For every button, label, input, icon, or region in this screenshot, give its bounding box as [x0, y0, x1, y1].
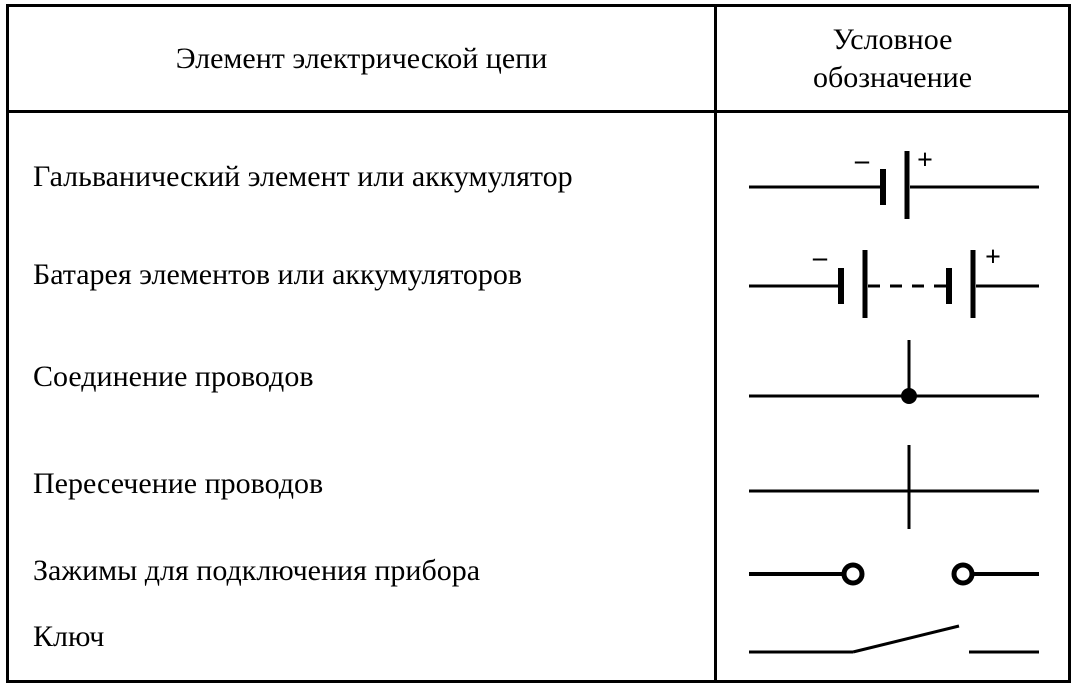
symbol-cell: –+	[733, 139, 1053, 219]
symbol-crossing	[733, 439, 1053, 529]
svg-text:+: +	[917, 145, 933, 176]
symbol-row: –+	[727, 231, 1058, 323]
label-row: Батарея элементов или аккумуляторов	[33, 229, 694, 321]
header-symbol: Условное обозначение	[716, 6, 1070, 112]
labels-cell: Гальванический элемент или аккумуляторБа…	[8, 112, 716, 682]
symbol-junction-dot	[733, 334, 1053, 424]
symbol-row	[727, 608, 1058, 666]
svg-text:–: –	[854, 145, 870, 176]
symbol-row	[727, 540, 1058, 602]
label-row: Соединение проводов	[33, 327, 694, 427]
header-col1-text: Элемент электрической цепи	[176, 42, 548, 75]
header-element: Элемент электрической цепи	[8, 6, 716, 112]
header-col2-line2: обозначение	[813, 61, 972, 94]
symbol-row	[727, 329, 1058, 429]
svg-text:+: +	[985, 242, 1001, 273]
labels-container: Гальванический элемент или аккумуляторБа…	[9, 113, 714, 680]
circuit-symbols-table: Элемент электрической цепи Условное обоз…	[6, 4, 1071, 683]
symbols-container: –+–+	[717, 113, 1068, 680]
symbol-switch	[733, 612, 1053, 662]
svg-text:–: –	[812, 242, 828, 273]
label-row: Гальванический элемент или аккумулятор	[33, 131, 694, 223]
table-header-row: Элемент электрической цепи Условное обоз…	[8, 6, 1070, 112]
label-row: Пересечение проводов	[33, 434, 694, 534]
label-row: Ключ	[33, 608, 694, 666]
symbol-row: –+	[727, 133, 1058, 225]
table-body-row: Гальванический элемент или аккумуляторБа…	[8, 112, 1070, 682]
symbol-row	[727, 434, 1058, 534]
symbol-battery: –+	[733, 236, 1053, 318]
symbol-terminals	[733, 546, 1053, 596]
page: Элемент электрической цепи Условное обоз…	[0, 0, 1074, 684]
symbols-cell: –+–+	[716, 112, 1070, 682]
label-row: Зажимы для подключения прибора	[33, 540, 694, 602]
header-col2-line1: Условное	[833, 23, 953, 56]
